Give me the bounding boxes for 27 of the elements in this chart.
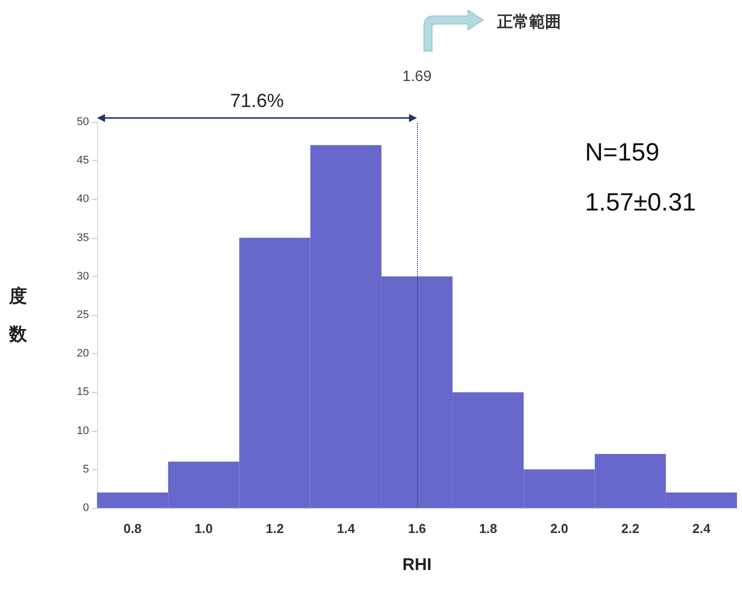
y-tick-label: 30	[76, 270, 89, 282]
y-tick-label: 25	[76, 309, 89, 321]
y-tick-label: 5	[82, 463, 89, 476]
y-tick-label: 10	[76, 424, 89, 437]
y-tick-label: 0	[82, 502, 89, 514]
ref-line-label: 1.69	[402, 68, 432, 85]
x-axis-title: RHI	[402, 555, 432, 574]
x-tick-label: 2.0	[550, 521, 568, 536]
y-tick-label: 15	[76, 386, 89, 398]
x-tick-label: 1.4	[336, 521, 356, 536]
x-tick-label: 2.2	[621, 521, 640, 536]
y-tick-label: 35	[76, 232, 89, 244]
y-tick-label: 45	[76, 154, 89, 167]
x-tick-label: 2.4	[692, 521, 712, 536]
y-tick-label: 20	[76, 348, 89, 360]
annotation: N=159	[585, 138, 660, 166]
x-tick-label: 0.8	[124, 521, 142, 536]
x-tick-label: 1.8	[479, 521, 498, 536]
text: 正常範囲	[497, 12, 561, 33]
text: 71.6%	[229, 91, 285, 113]
annotation: 1.57±0.31	[585, 188, 696, 216]
y-tick-label: 40	[76, 193, 89, 206]
x-tick-label: 1.2	[266, 521, 284, 536]
x-tick-label: 1.0	[194, 521, 213, 536]
y-tick-label: 50	[76, 116, 89, 128]
x-tick-label: 1.6	[408, 521, 426, 536]
y-axis-title: 度数	[8, 286, 28, 344]
